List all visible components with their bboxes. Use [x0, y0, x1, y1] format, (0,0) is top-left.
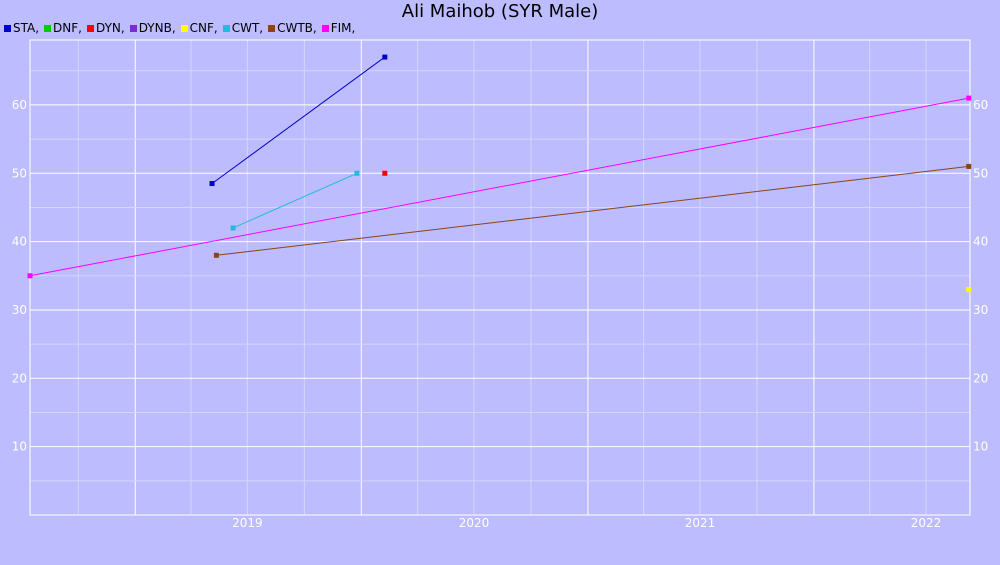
legend-label: STA,	[13, 21, 40, 35]
series-line-cwt	[232, 172, 358, 229]
legend-label: DYNB,	[138, 21, 176, 35]
data-point-cnf	[966, 286, 972, 292]
data-point-cwt	[230, 225, 236, 231]
legend-item-cnf: CNF,	[180, 21, 218, 35]
data-point-dyn	[382, 170, 388, 176]
legend-label: FIM,	[330, 21, 356, 35]
legend-swatch	[321, 24, 329, 32]
y-tick-label-left: 40	[12, 235, 27, 249]
series-line-fim	[29, 97, 969, 277]
data-point-sta	[209, 181, 215, 187]
data-point-cwtb	[966, 163, 972, 169]
legend-item-dyn: DYN,	[86, 21, 125, 35]
legend-swatch	[180, 24, 188, 32]
legend: STA, DNF, DYN, DYNB, CNF, CWT, CWTB, FIM,	[4, 20, 360, 36]
legend-item-dnf: DNF,	[44, 21, 82, 35]
data-point-fim	[27, 273, 33, 279]
y-tick-label-right: 60	[973, 98, 988, 112]
series-line-cwtb	[216, 165, 969, 256]
y-tick-label-right: 20	[973, 371, 988, 385]
legend-label: CWT,	[231, 21, 264, 35]
legend-swatch	[268, 24, 276, 32]
series-line-sta	[211, 56, 386, 184]
legend-swatch	[86, 24, 94, 32]
y-tick-label-left: 30	[12, 303, 27, 317]
legend-item-cwt: CWT,	[222, 21, 264, 35]
x-tick-label: 2021	[685, 516, 716, 530]
y-tick-label-right: 10	[973, 440, 988, 454]
plot-frame	[29, 39, 971, 516]
y-tick-label-left: 20	[12, 371, 27, 385]
legend-item-dynb: DYNB,	[129, 21, 176, 35]
y-tick-label-left: 10	[12, 440, 27, 454]
legend-item-sta: STA,	[4, 21, 39, 35]
legend-label: CWTB,	[277, 21, 317, 35]
y-tick-label-left: 60	[12, 98, 27, 112]
legend-swatch	[4, 24, 11, 32]
x-tick-label: 2019	[232, 516, 263, 530]
y-tick-label-right: 40	[973, 235, 988, 249]
chart-title: Ali Maihob (SYR Male)	[401, 1, 599, 22]
legend-item-cwtb: CWTB,	[268, 21, 317, 35]
legend-swatch	[129, 24, 137, 32]
x-tick-label: 2022	[911, 516, 942, 530]
data-point-cwtb	[213, 252, 219, 258]
y-tick-label-right: 50	[973, 166, 988, 180]
legend-label: DNF,	[53, 21, 82, 35]
legend-label: CNF,	[189, 21, 218, 35]
legend-swatch	[222, 24, 230, 32]
legend-label: DYN,	[95, 21, 125, 35]
data-point-cwt	[354, 170, 360, 176]
data-point-sta	[382, 54, 388, 60]
legend-swatch	[44, 24, 52, 32]
data-point-fim	[966, 95, 972, 101]
legend-item-fim: FIM,	[321, 21, 356, 35]
x-tick-label: 2020	[459, 516, 490, 530]
y-tick-label-left: 50	[12, 166, 27, 180]
y-tick-label-right: 30	[973, 303, 988, 317]
